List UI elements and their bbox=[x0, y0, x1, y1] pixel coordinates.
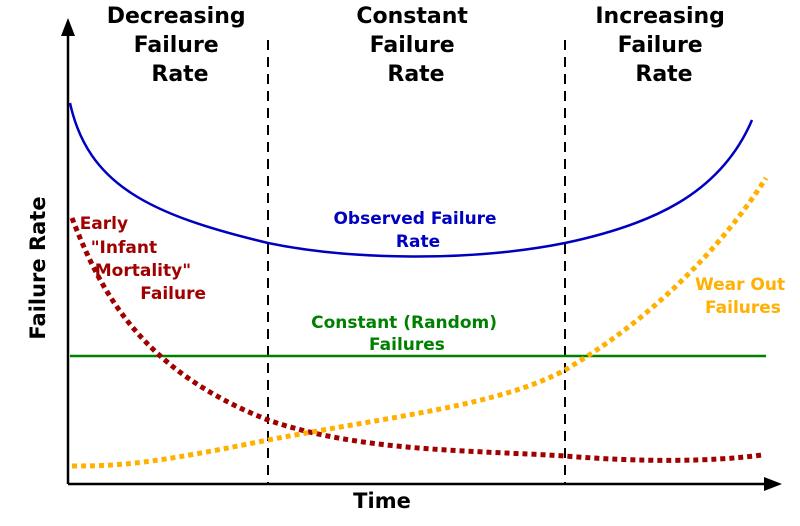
infant-mortality-label: Early "Infant Mortality" Failure bbox=[80, 214, 206, 304]
region-title-decreasing: Decreasing Failure Rate bbox=[107, 4, 254, 87]
wear-out-label: Wear Out Failures bbox=[695, 275, 791, 318]
observed-failure-rate-label: Observed Failure Rate bbox=[333, 209, 502, 252]
y-axis-arrow-icon bbox=[61, 18, 75, 36]
constant-failures-label: Constant (Random) Failures bbox=[311, 313, 503, 355]
region-title-increasing: Increasing Failure Rate bbox=[595, 4, 732, 87]
region-title-constant: Constant Failure Rate bbox=[356, 4, 475, 87]
infant-mortality-curve bbox=[69, 217, 763, 463]
x-axis-arrow-icon bbox=[764, 477, 782, 491]
wear-out-curve bbox=[71, 176, 769, 469]
x-axis-label: Time bbox=[353, 489, 411, 513]
observed-failure-rate-curve bbox=[68, 102, 754, 258]
y-axis-label: Failure Rate bbox=[26, 196, 50, 339]
